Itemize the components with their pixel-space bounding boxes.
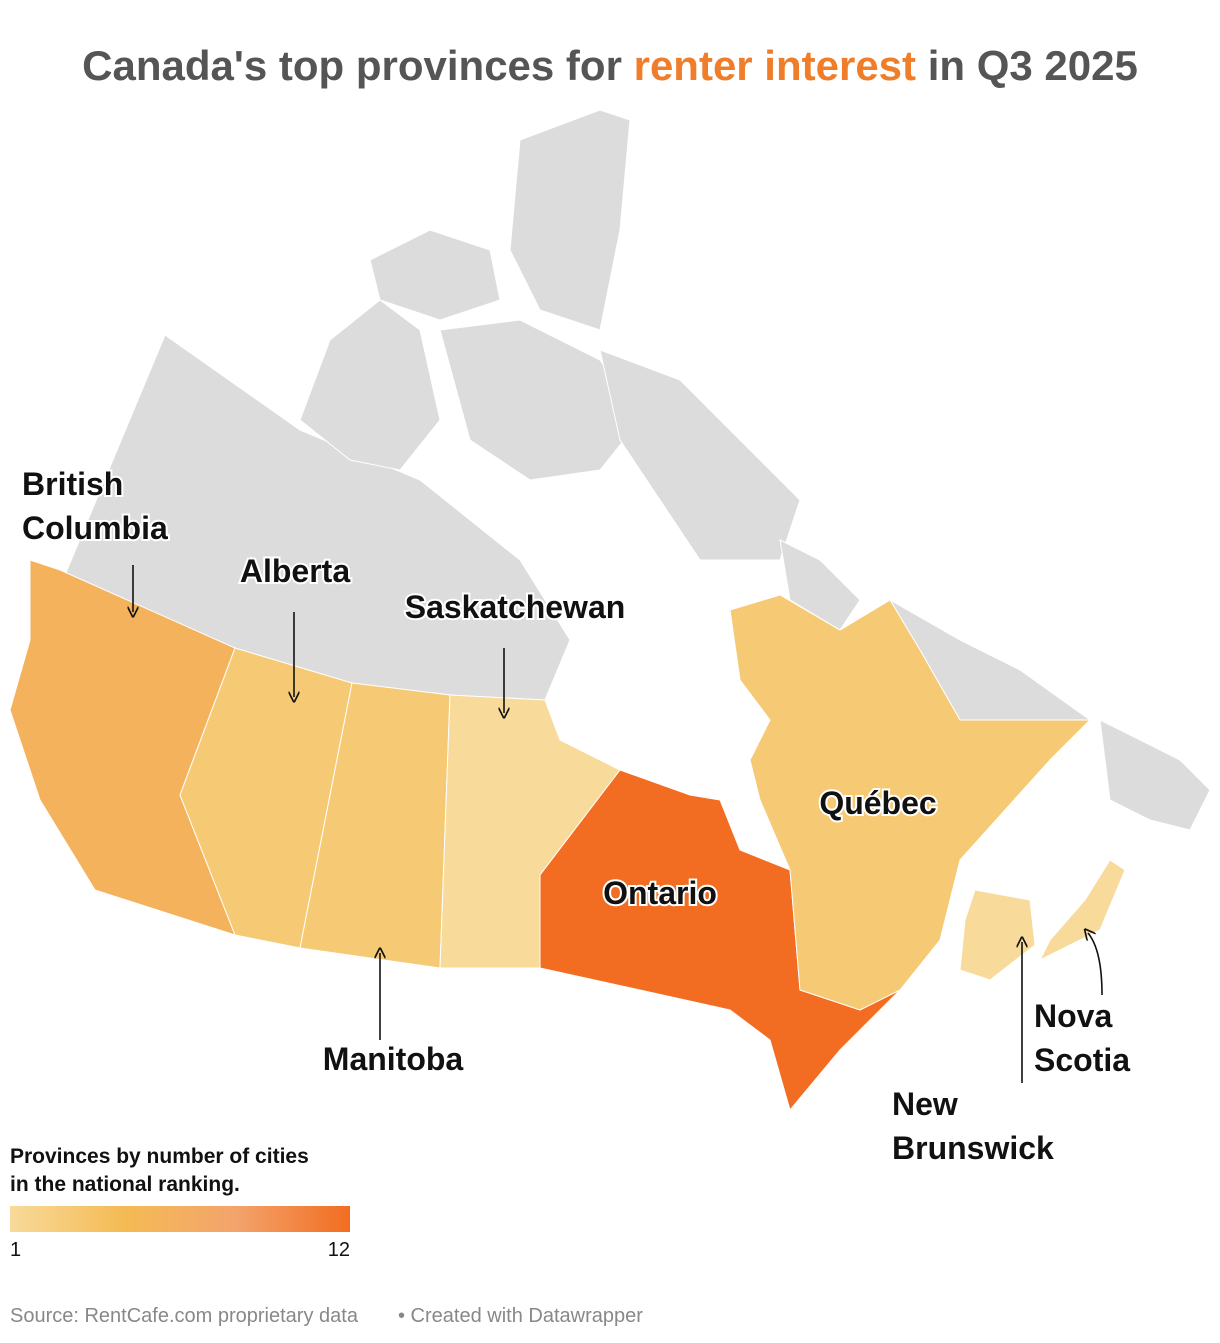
credit: • Created with Datawrapper [398,1305,643,1327]
province-label: Ontario [603,875,717,911]
province-label: Brunswick [892,1130,1054,1166]
legend-min: 1 [10,1239,21,1261]
province-label: British [22,466,123,502]
no-data-regions [64,109,1211,831]
province [959,889,1036,981]
province-label: Saskatchewan [405,589,626,625]
legend-title: Provinces by number of cities [10,1145,309,1168]
title-part: in Q3 2025 [916,42,1138,89]
province [539,769,901,1112]
legend-title: in the national ranking. [10,1173,240,1196]
province [729,594,1092,1011]
province-label: Manitoba [323,1041,464,1077]
title-part: renter interest [634,42,916,89]
legend-max: 12 [328,1239,350,1261]
province [9,559,236,936]
province-label: Québec [819,785,936,821]
province-label: New [892,1086,958,1122]
legend-bar [10,1206,350,1232]
province [1038,859,1126,962]
province [179,647,353,949]
province-label: Scotia [1034,1042,1130,1078]
title-part: Canada's top provinces for [82,42,633,89]
province-label: Alberta [240,553,350,589]
source: Source: RentCafe.com proprietary data [10,1305,359,1327]
arrows [133,565,1103,1083]
title: Canada's top provinces for renter intere… [82,42,1138,89]
province-label: Nova [1034,998,1112,1034]
province-label: Columbia [22,510,168,546]
